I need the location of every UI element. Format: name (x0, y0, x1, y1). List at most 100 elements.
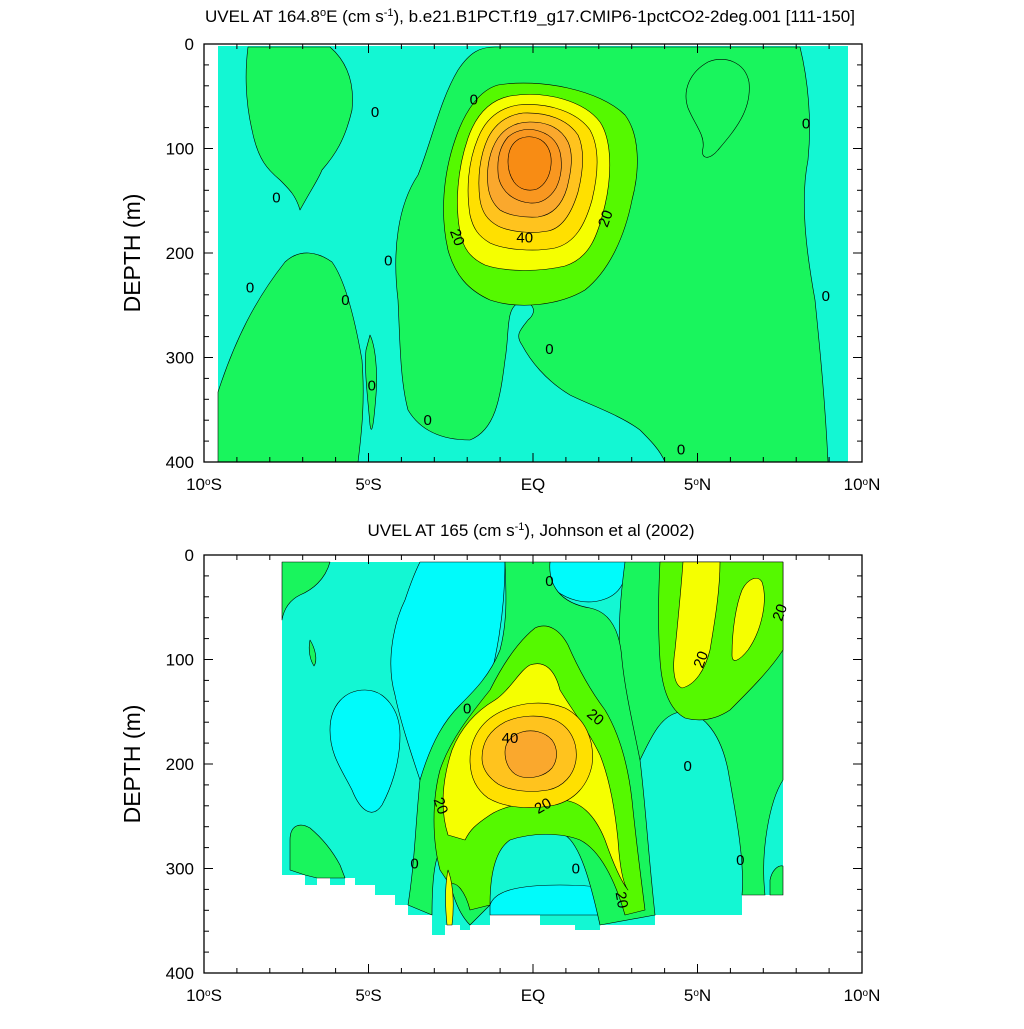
contour-label-text: 0 (470, 91, 478, 108)
contour-fill (281, 561, 784, 935)
contour-label: 0 (424, 412, 432, 429)
contour-label-text: 0 (677, 441, 685, 458)
y-tick-label: 100 (166, 651, 194, 670)
x-tick-label: 5oS (355, 475, 381, 494)
contour-level-0-10 (217, 252, 364, 463)
contour-label-text: 0 (424, 412, 432, 429)
contour-label-text: 0 (683, 758, 691, 775)
contour-label: 0 (677, 441, 685, 458)
y-axis-label: DEPTH (m) (119, 705, 145, 824)
contour-level-20-25 (731, 577, 765, 661)
y-tick-label: 300 (166, 860, 194, 879)
contour-label: 0 (384, 252, 392, 269)
y-tick-label: 300 (166, 349, 194, 368)
contour-label: 0 (736, 852, 744, 869)
contour-label: 40 (502, 730, 519, 747)
contour-label: 0 (822, 288, 830, 305)
contour-level-0-10 (289, 824, 346, 879)
contour-label-text: 0 (341, 292, 349, 309)
x-tick-label: 10oN (844, 986, 881, 1005)
contour-level-neg-strong (329, 689, 401, 813)
contour-label: 0 (463, 701, 471, 718)
contour-label-text: 20 (532, 795, 555, 818)
contour-level-0-10 (245, 46, 353, 211)
contour-label-text: 0 (822, 288, 830, 305)
x-tick-label: 10oS (186, 475, 222, 494)
contour-level-35-40 (504, 730, 557, 778)
contour-level-0-10 (769, 865, 784, 896)
x-tick-label: EQ (521, 986, 546, 1005)
contour-label: 0 (341, 292, 349, 309)
contour-label: 0 (683, 758, 691, 775)
y-tick-label: 0 (185, 35, 194, 54)
x-tick-label: 5oS (355, 986, 381, 1005)
contour-label: 0 (246, 279, 254, 296)
contour-label-text: 0 (371, 104, 379, 121)
contour-label: 20 (446, 227, 468, 248)
contour-level-45 (507, 136, 552, 191)
contour-label: 0 (470, 91, 478, 108)
contour-label: 20 (430, 795, 452, 816)
contour-label-text: 0 (246, 279, 254, 296)
contour-level-0-10 (365, 334, 377, 430)
contour-label-text: 0 (410, 855, 418, 872)
observation-panel: UVEL AT 165 (cm s-1), Johnson et al (200… (119, 521, 880, 1005)
contour-label-text: 20 (612, 890, 632, 909)
contour-label-text: 20 (430, 795, 452, 816)
contour-label-text: 0 (802, 115, 810, 132)
contour-label: 0 (371, 104, 379, 121)
contour-label: 0 (572, 861, 580, 878)
contour-label-text: 20 (769, 602, 791, 623)
contour-label-text: 0 (736, 852, 744, 869)
contour-label: 20 (769, 602, 791, 623)
contour-level-20-25 (673, 561, 721, 689)
contour-level-0-10 (685, 59, 750, 158)
contour-label-text: 40 (502, 730, 519, 747)
x-tick-label: 5oN (684, 986, 711, 1005)
contour-label-text: 0 (463, 701, 471, 718)
contour-label-text: 0 (384, 252, 392, 269)
contour-label-text: 20 (446, 227, 468, 248)
contour-label-text: 40 (516, 229, 533, 246)
contour-label: 0 (410, 855, 418, 872)
y-tick-label: 100 (166, 140, 194, 159)
contour-label-text: 20 (595, 208, 617, 229)
contour-fill (217, 46, 848, 463)
y-tick-label: 400 (166, 964, 194, 983)
contour-label-text: 0 (272, 190, 280, 207)
y-tick-label: 200 (166, 755, 194, 774)
contour-label: 0 (802, 115, 810, 132)
panel-title: UVEL AT 165 (cm s-1), Johnson et al (200… (368, 521, 695, 540)
x-tick-label: 5oN (684, 475, 711, 494)
contour-level-20-25 (445, 869, 454, 926)
contour-level-0-10 (281, 561, 331, 621)
contour-label: 0 (272, 190, 280, 207)
model-panel: UVEL AT 164.8oE (cm s-1), b.e21.B1PCT.f1… (119, 7, 880, 494)
y-tick-label: 200 (166, 244, 194, 263)
contour-level-0-10 (308, 639, 317, 667)
panel-title: UVEL AT 164.8oE (cm s-1), b.e21.B1PCT.f1… (205, 7, 855, 26)
contour-label: 20 (690, 649, 712, 670)
contour-label-text: 0 (368, 378, 376, 395)
y-tick-label: 400 (166, 453, 194, 472)
contour-label-text: 0 (545, 341, 553, 358)
y-axis-label: DEPTH (m) (119, 194, 145, 313)
contour-label: 20 (595, 208, 617, 229)
contour-label: 0 (545, 341, 553, 358)
contour-label: 0 (368, 378, 376, 395)
contour-label: 20 (612, 890, 632, 909)
contour-label: 20 (532, 795, 555, 818)
contour-labels: 0 0 0 0 0 0 0 0 0 0 0 0 20 20 40 (246, 91, 830, 458)
x-tick-label: 10oN (844, 475, 881, 494)
contour-label-text: 0 (545, 573, 553, 590)
contour-label-text: 20 (690, 649, 712, 670)
x-tick-label: EQ (521, 475, 546, 494)
x-tick-label: 10oS (186, 986, 222, 1005)
y-tick-label: 0 (185, 546, 194, 565)
contour-label: 40 (516, 229, 533, 246)
contour-label: 0 (545, 573, 553, 590)
